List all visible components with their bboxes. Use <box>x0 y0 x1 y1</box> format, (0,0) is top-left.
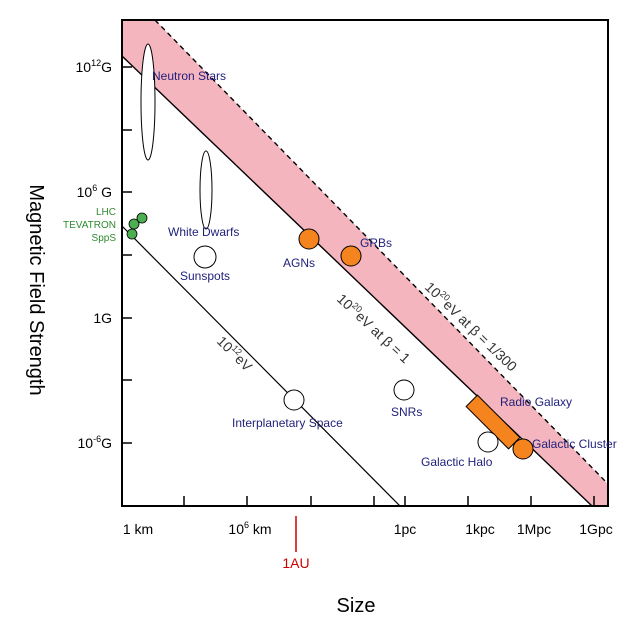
y-tick-1e12g: 1012G <box>76 58 112 75</box>
tevatron-dot <box>128 218 140 230</box>
neutron-stars-label: Neutron Stars <box>152 69 226 83</box>
radio-galaxy-bar <box>465 394 521 450</box>
interplanetary-circle <box>283 389 305 411</box>
y-axis-title: Magnetic Field Strength <box>25 184 47 395</box>
x-ticks <box>121 496 595 506</box>
beta-band <box>122 20 608 506</box>
sunspots-label: Sunspots <box>180 269 230 283</box>
x-tick-1km: 1 km <box>123 521 153 537</box>
grbs-label: GRBs <box>360 236 392 250</box>
neutron-stars-ellipse <box>140 43 156 161</box>
agns-label: AGNs <box>283 256 315 270</box>
y-tick-1g: 1G <box>93 310 112 326</box>
line-beta-300 <box>154 20 608 485</box>
x-tick-1mpc: 1Mpc <box>517 521 551 537</box>
spps-dot <box>126 228 138 240</box>
line-1e12ev <box>122 225 401 506</box>
label-1e12ev: 1012eV <box>214 332 257 375</box>
x-axis-title: Size <box>337 595 376 617</box>
sunspots-circle <box>193 245 217 269</box>
galactic-cluster-circle <box>512 438 534 460</box>
plot-frame <box>121 19 609 507</box>
x-tick-1pc: 1pc <box>394 521 417 537</box>
galactic-halo-label: Galactic Halo <box>421 455 493 469</box>
white-dwarfs-label: White Dwarfs <box>168 225 239 239</box>
y-tick-1e-6g: 10-6G <box>78 434 112 451</box>
agns-circle <box>298 228 320 250</box>
lhc-dot <box>136 212 148 224</box>
spps-label: SppS <box>92 233 117 244</box>
x-tick-1kpc: 1kpc <box>465 521 495 537</box>
interplanetary-label: Interplanetary Space <box>232 416 343 430</box>
x-tick-1gpc: 1Gpc <box>579 521 612 537</box>
x-tick-1e6km: 106 km <box>228 520 271 537</box>
lhc-label: LHC <box>96 207 116 218</box>
grbs-circle <box>340 245 362 267</box>
tevatron-label: TEVATRON <box>63 220 116 231</box>
galactic-cluster-label: Galactic Cluster <box>532 437 617 451</box>
snrs-circle <box>393 379 415 401</box>
y-ticks <box>122 66 132 444</box>
y-tick-1e6g: 106 G <box>77 183 112 200</box>
1au-label: 1AU <box>282 555 309 571</box>
galactic-halo-circle <box>477 431 499 453</box>
radio-galaxy-label: Radio Galaxy <box>500 395 572 409</box>
white-dwarfs-ellipse <box>199 150 213 230</box>
snrs-label: SNRs <box>391 405 422 419</box>
